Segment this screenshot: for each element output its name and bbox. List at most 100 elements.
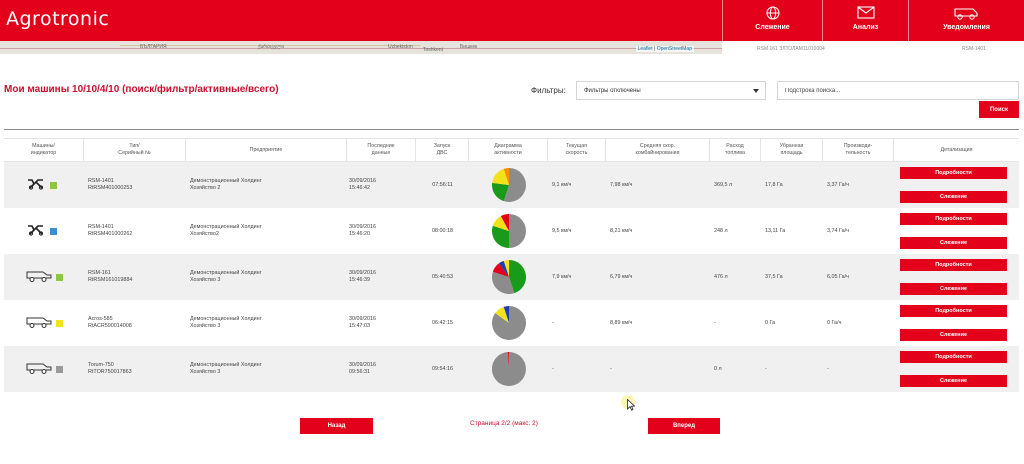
map-city: БЪЛГАРИЯ — [140, 44, 167, 50]
details-button[interactable]: Подробности — [900, 213, 1007, 225]
next-page-button[interactable]: Вперед — [648, 418, 720, 434]
tracking-button[interactable]: Слежение — [900, 375, 1007, 387]
activity-cell — [469, 208, 548, 254]
header-cell: Текущая скорость — [548, 139, 606, 161]
farm-name: Хозяйство 2 — [190, 185, 221, 191]
combine-icon — [26, 316, 52, 331]
combine-icon — [26, 362, 52, 377]
last-data-cell: 30/09/2016 15:46:20 — [349, 208, 415, 254]
header-cell: Машины/индикатор — [4, 139, 84, 161]
activity-slice — [492, 263, 509, 277]
engine-time: 09:54:16 — [432, 365, 453, 372]
tracking-button[interactable]: Слежение — [900, 237, 1007, 249]
nav-tracking[interactable]: Слежение — [722, 0, 822, 41]
search-input[interactable] — [777, 81, 1019, 100]
activity-slice — [491, 271, 514, 294]
activity-pie — [491, 306, 526, 340]
harvested-area: 13,11 Га — [765, 227, 786, 234]
machine-type: Acros-585 — [88, 316, 113, 322]
activity-slice — [494, 306, 509, 323]
map-side-label: RSM-1401 — [962, 46, 986, 52]
activity-slice — [500, 214, 509, 231]
combine-icon — [26, 270, 52, 285]
company-name: Демонстрационный Холдинг — [190, 316, 262, 322]
last-date: 30/09/2016 — [349, 316, 376, 322]
activity-slice — [503, 260, 509, 277]
activity-slice — [498, 260, 509, 277]
engine-time: 05:40:53 — [432, 273, 453, 280]
activity-slice — [491, 306, 526, 340]
productivity: 6,05 Га/ч — [827, 273, 849, 280]
osm-link[interactable]: OpenStreetMap — [656, 46, 692, 52]
details-button[interactable]: Подробности — [900, 259, 1007, 271]
machine-cell — [26, 268, 66, 286]
table-row: RSM-161 RtRSM161019884 Демонстрационный Хо… — [4, 254, 1019, 300]
avg-speed: 8,21 км/ч — [610, 227, 633, 234]
status-indicator — [56, 365, 63, 373]
header-cell: Диаграмма активности — [469, 139, 548, 161]
serial-number: RtTOR750017863 — [88, 369, 132, 375]
harvested-area: - — [765, 365, 767, 372]
mouse-cursor-icon — [627, 399, 635, 411]
tracking-button[interactable]: Слежение — [900, 191, 1007, 203]
table-row: RSM-1401 RtRSM401000262 Демонстрационный Х… — [4, 208, 1019, 254]
harvested-area: 37,5 Га — [765, 273, 783, 280]
map-attribution: Leaflet | OpenStreetMap — [635, 46, 694, 52]
search-button[interactable]: Поиск — [979, 101, 1019, 118]
last-date: 30/09/2016 — [349, 270, 376, 276]
productivity: - — [827, 365, 829, 372]
status-indicator — [50, 227, 57, 235]
filter-select[interactable]: Фильтры отключены — [576, 81, 766, 100]
activity-slice — [503, 306, 509, 323]
map-city: Uzbekiston — [388, 44, 413, 50]
fuel-usage: - — [714, 319, 716, 326]
header-cell: Производи-тельность — [823, 139, 894, 161]
leaflet-link[interactable]: Leaflet — [637, 46, 653, 52]
machine-cell — [26, 176, 66, 194]
company-cell: Демонстрационный Холдинг Хозяйство 2 — [190, 162, 345, 208]
farm-name: Хозяйство 3 — [190, 323, 221, 329]
header-cell: Запуск ДВС — [416, 139, 469, 161]
productivity: 3,37 Га/ч — [827, 181, 849, 188]
details-button[interactable]: Подробности — [900, 305, 1007, 317]
activity-cell — [469, 162, 548, 208]
globe-icon — [765, 6, 780, 20]
nav-notifications[interactable]: Уведомления — [908, 0, 1024, 41]
last-time: 15:46:39 — [349, 277, 370, 283]
nav-tracking-label: Слежение — [755, 24, 790, 31]
last-time: 15:46:42 — [349, 185, 370, 191]
app-logo: Agrotronic — [6, 8, 110, 30]
table-row: Torum-750 RtTOR750017863 Демонстрационный … — [4, 346, 1019, 392]
type-cell: RSM-161 RtRSM161019884 — [88, 254, 184, 300]
prev-page-button[interactable]: Назад — [300, 418, 373, 434]
map-city: Бишкек — [460, 44, 478, 50]
farm-name: Хозяйство 3 — [190, 277, 221, 283]
productivity: 3,74 Га/ч — [827, 227, 849, 234]
nav-analysis[interactable]: Анализ — [822, 0, 908, 41]
last-date: 30/09/2016 — [349, 362, 376, 368]
activity-pie — [491, 260, 526, 294]
last-date: 30/09/2016 — [349, 224, 376, 230]
serial-number: RtRSM401000253 — [88, 185, 133, 191]
engine-time: 06:42:15 — [432, 319, 453, 326]
activity-slice — [503, 168, 509, 185]
header-cell: Предприятие — [186, 139, 347, 161]
last-time: 15:47:03 — [349, 323, 370, 329]
details-button[interactable]: Подробности — [900, 351, 1007, 363]
header-cell: Детализация — [940, 146, 973, 153]
activity-slice — [491, 352, 526, 386]
avg-speed: - — [610, 365, 612, 372]
current-speed: 7,9 км/ч — [552, 273, 572, 280]
company-name: Демонстрационный Холдинг — [190, 224, 262, 230]
nav-notifications-label: Уведомления — [943, 24, 990, 31]
serial-number: RtACR590014008 — [88, 323, 132, 329]
activity-cell — [469, 254, 548, 300]
tracking-button[interactable]: Слежение — [900, 283, 1007, 295]
status-indicator — [50, 181, 57, 189]
fuel-usage: 0 л — [714, 365, 722, 372]
harvester-icon — [26, 224, 46, 239]
details-button[interactable]: Подробности — [900, 167, 1007, 179]
avg-speed: 8,89 км/ч — [610, 319, 633, 326]
map-strip[interactable]: БЪЛГАРИЯ ქართველი Uzbekiston Toshkent Би… — [0, 41, 722, 54]
tracking-button[interactable]: Слежение — [900, 329, 1007, 341]
